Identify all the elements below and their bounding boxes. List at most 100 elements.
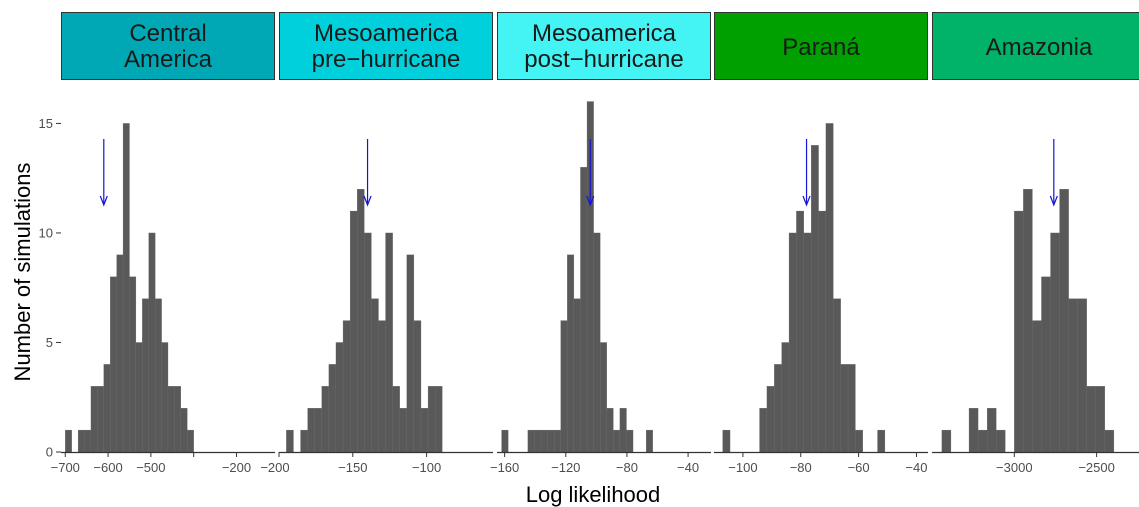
y-tick-label: 0 (46, 445, 53, 460)
histogram-bar (97, 386, 104, 453)
panel-strip (932, 12, 1139, 80)
observed-arrowhead (802, 195, 811, 207)
histogram-bar (1023, 188, 1033, 453)
histogram-bar (180, 408, 188, 453)
histogram-bar (110, 276, 117, 453)
histogram-bar (796, 210, 804, 453)
histogram-bar (573, 298, 581, 453)
x-tick-label: −160 (490, 460, 519, 475)
histogram-bar (371, 298, 379, 453)
histogram-bar (722, 429, 731, 453)
histogram-bar (781, 342, 790, 453)
bars (65, 123, 194, 453)
panel-strip-label: pre−hurricane (312, 46, 461, 73)
histogram-bar (314, 408, 322, 453)
histogram-bar (996, 429, 1006, 453)
histogram-bar (833, 298, 841, 453)
histogram-bar (547, 429, 555, 453)
histogram-bar (1059, 188, 1069, 453)
histogram-bar (1077, 298, 1087, 453)
histogram-bar (399, 408, 407, 453)
x-tick-label: −100 (728, 460, 757, 475)
bars (286, 188, 443, 453)
histogram-bar (77, 429, 85, 453)
panel: Paraná −100 −80 −60 −40 (714, 12, 928, 475)
histogram-bar (567, 254, 575, 453)
histogram-bar (811, 145, 819, 453)
y-axis-title: Number of simulations (10, 163, 35, 382)
histogram-bar (803, 232, 812, 453)
histogram-bar (540, 429, 548, 453)
histogram-bar (364, 232, 372, 453)
histogram-bar (1050, 232, 1060, 453)
histogram-bar (580, 167, 588, 453)
histogram-bar (606, 408, 614, 453)
histogram-bar (1068, 298, 1078, 453)
histogram-bar (321, 386, 330, 453)
histogram-bar (434, 386, 443, 453)
histogram-bar (818, 210, 827, 453)
histogram-bar (626, 429, 634, 453)
histogram-bar (534, 429, 542, 453)
x-tick-label: −500 (136, 460, 165, 475)
histogram-bar (90, 386, 98, 453)
observed-arrowhead (586, 195, 595, 207)
histogram-bar (300, 429, 308, 453)
y-axis: 0 5 10 15 (39, 116, 61, 460)
histogram-bar (788, 232, 797, 453)
panel-strip-label: Mesoamerica (532, 20, 677, 47)
panel-strip-label: America (124, 46, 213, 73)
histogram-bar (174, 386, 181, 453)
panel-strip (497, 12, 711, 80)
histogram-bar (825, 123, 834, 453)
histogram-bar (378, 320, 386, 453)
histogram-bar (307, 408, 315, 453)
histogram-bar (342, 320, 351, 453)
histogram-bar (167, 386, 175, 453)
histogram-bar (613, 429, 621, 453)
histogram-bar (129, 276, 137, 453)
histogram-bar (392, 386, 400, 453)
panel-strip (714, 12, 928, 80)
histogram-bar (1095, 386, 1105, 453)
histogram-bar (554, 429, 561, 453)
histogram-bar (286, 429, 294, 453)
histogram-bar (774, 364, 782, 453)
histogram-bar (759, 408, 768, 453)
histogram-bar (122, 123, 130, 453)
x-tick-label: −200 (260, 460, 289, 475)
histogram-bar (116, 254, 124, 453)
observed-arrowhead (99, 195, 108, 207)
panel-strip (61, 12, 275, 80)
histogram-bar (619, 408, 627, 453)
x-axis-title: Log likelihood (526, 482, 661, 507)
y-tick-label: 5 (46, 335, 53, 350)
x-tick-label: −150 (338, 460, 367, 475)
histogram-bar (855, 429, 863, 453)
x-tick-label: −120 (551, 460, 580, 475)
x-tick-label: −60 (848, 460, 870, 475)
histogram-bar (385, 232, 393, 453)
histogram-bar (941, 429, 952, 453)
x-tick-label: −600 (93, 460, 122, 475)
histogram-bar (328, 364, 337, 453)
x-tick-label: −40 (905, 460, 927, 475)
panel-strip-label: post−hurricane (524, 46, 683, 73)
x-tick-label: −2500 (1078, 460, 1115, 475)
bars (941, 188, 1115, 453)
histogram-bar (1032, 320, 1042, 453)
histogram-bar (161, 342, 169, 453)
y-tick-label: 15 (39, 116, 53, 131)
histogram-bar (413, 320, 422, 453)
histogram-bar (427, 386, 436, 453)
x-tick-label: −700 (51, 460, 80, 475)
histogram-bar (155, 298, 162, 453)
histogram-bar (1041, 276, 1051, 453)
histogram-bar (1086, 386, 1096, 453)
x-tick-label: −40 (677, 460, 699, 475)
bars (722, 123, 886, 453)
panel-strip-label: Paraná (782, 34, 860, 61)
histogram-bar (357, 188, 365, 453)
